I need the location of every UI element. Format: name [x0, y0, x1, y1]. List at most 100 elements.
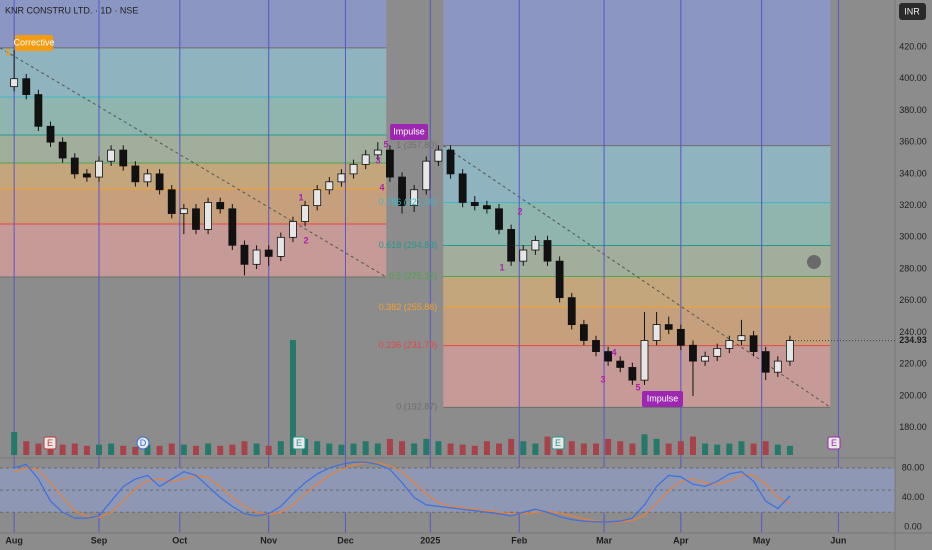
volume-bar: [617, 441, 624, 455]
pattern-label: Impulse: [647, 393, 679, 403]
candle-body: [10, 78, 19, 88]
fib-label: 1 (357.80): [396, 140, 437, 150]
volume-bar: [508, 438, 515, 455]
volume-bar: [120, 445, 127, 455]
volume-bar: [59, 444, 66, 455]
x-tick-label: Apr: [673, 535, 689, 545]
candle-body: [592, 340, 600, 352]
volume-bar: [665, 443, 672, 455]
candle-body: [482, 205, 491, 210]
candle-body: [458, 173, 467, 203]
volume-bar: [144, 444, 151, 455]
candle-body: [398, 176, 406, 207]
event-marker: [43, 436, 57, 450]
y-tick-label: 400.00: [899, 73, 927, 83]
volume-bar: [544, 436, 551, 455]
y-tick-label: 200.00: [899, 390, 927, 400]
candle-body: [325, 181, 334, 191]
event-marker: [827, 436, 841, 450]
candle-body: [155, 173, 164, 191]
volume-bar: [496, 443, 503, 455]
candle-body: [179, 208, 188, 214]
wave-label: 5: [635, 382, 640, 392]
candle-body: [689, 344, 697, 362]
volume-bar: [108, 443, 115, 455]
volume-bar: [289, 340, 296, 455]
candle-body: [143, 173, 152, 183]
candle-body: [192, 208, 200, 230]
volume-bar: [156, 445, 163, 455]
fib-zone: [443, 307, 831, 346]
volume-bar: [471, 445, 478, 455]
volume-bar: [362, 441, 369, 455]
candle-body: [349, 163, 358, 175]
wave-label: 2: [517, 206, 522, 216]
volume-bar: [750, 443, 757, 455]
volume-bar: [326, 443, 333, 455]
volume-bar: [738, 441, 745, 455]
candle-body: [289, 221, 297, 238]
fib-zone: [443, 345, 831, 408]
event-label: D: [140, 438, 147, 448]
y-tick-label: 280.00: [899, 263, 927, 273]
volume-bar: [483, 441, 490, 455]
volume-bar: [386, 438, 393, 455]
event-marker: [136, 436, 150, 450]
fib-zone: [443, 145, 831, 203]
candle-body: [216, 202, 225, 210]
volume-bar: [447, 443, 454, 455]
stoch-tick-label: 80.00: [902, 462, 925, 472]
wave-label: 5: [5, 47, 10, 57]
y-tick-label: 180.00: [899, 422, 927, 432]
wave-label: 1: [499, 262, 504, 272]
main-layer: [10, 50, 794, 523]
volume-bar: [714, 444, 721, 455]
volume-bar: [47, 445, 54, 455]
y-tick-label: 260.00: [899, 295, 927, 305]
volume-bar: [435, 441, 442, 455]
currency: INR: [904, 6, 920, 16]
volume-bar: [253, 443, 260, 455]
candle-body: [337, 173, 346, 183]
y-tick-label: 340.00: [899, 168, 927, 178]
volume-bar: [689, 436, 696, 455]
fib-label: 0.5 (275.32): [389, 271, 438, 281]
candle-body: [361, 154, 370, 165]
candle-body: [676, 328, 685, 346]
candle-body: [555, 260, 564, 299]
pattern-box: [15, 35, 53, 51]
pattern-box: [390, 124, 428, 140]
candle-body: [640, 340, 649, 381]
event-label: E: [555, 438, 561, 448]
y-tick-label: 240.00: [899, 327, 927, 337]
candle-body: [652, 324, 661, 341]
fib-top-zone: [0, 0, 387, 48]
candle-body: [737, 335, 746, 341]
stoch-line: [13, 461, 791, 523]
x-tick-label: Sep: [91, 535, 108, 545]
volume-bar: [95, 444, 102, 455]
x-tick-label: Aug: [5, 535, 23, 545]
candle-body: [773, 360, 782, 373]
x-tick-label: Nov: [260, 535, 277, 545]
candle-body: [446, 149, 455, 175]
volume-bar: [423, 438, 430, 455]
x-tick-label: Mar: [596, 535, 613, 545]
candle-body: [167, 189, 176, 214]
candle-body: [749, 335, 758, 352]
candle-body: [46, 125, 55, 143]
candle-body: [95, 160, 103, 178]
volume-bar: [520, 441, 527, 455]
fib-zone: [0, 224, 387, 278]
volume-bar: [350, 443, 357, 455]
fib-label: 0.618 (294.83): [379, 240, 438, 250]
candle-body: [228, 208, 237, 246]
stoch-tick-label: 40.00: [902, 492, 925, 502]
candle-body: [434, 149, 443, 162]
x-tick-label: May: [753, 535, 771, 545]
candle-body: [276, 236, 285, 257]
event-label: E: [296, 438, 302, 448]
candle-body: [567, 297, 576, 326]
candle-body: [761, 351, 770, 373]
candle-body: [313, 189, 322, 207]
